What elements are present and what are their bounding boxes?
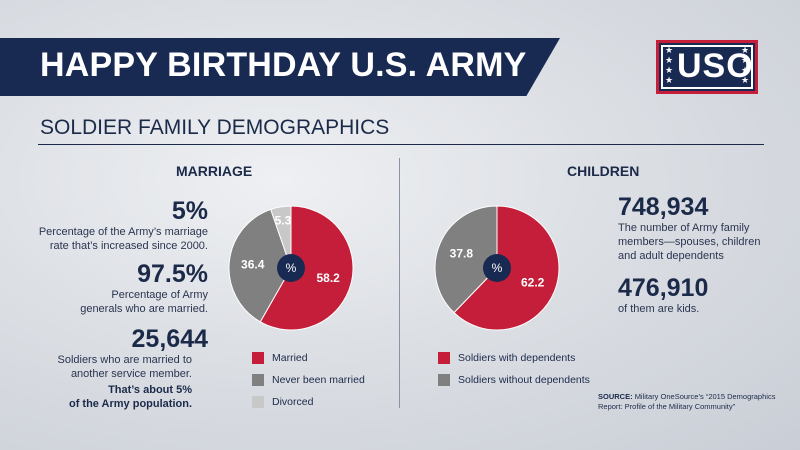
stat-description: Percentage of the Army’s marriage rate t… xyxy=(20,225,208,253)
legend-label: Soldiers with dependents xyxy=(458,352,576,364)
legend-swatch xyxy=(252,352,264,364)
stat-line: of the Army population. xyxy=(68,398,192,410)
stat-line: Percentage of Army xyxy=(111,289,208,301)
legend-swatch xyxy=(438,352,450,364)
pie-slice xyxy=(270,205,292,269)
stat-line: The number of Army family xyxy=(618,222,750,234)
source-note: SOURCE: Military OneSource’s “2015 Demog… xyxy=(598,392,778,412)
stat-line: another service member. xyxy=(70,368,192,380)
stat-value: 748,934 xyxy=(618,193,709,221)
section-divider xyxy=(38,144,764,145)
children-pie-chart: 62.2 37.8% xyxy=(434,205,560,331)
slice-value-label: 58.2 xyxy=(316,271,340,285)
marriage-pie-chart: 58.2 36.4 5.3% xyxy=(228,205,354,331)
pie-slice xyxy=(228,208,292,323)
stat-description: The number of Army family members—spouse… xyxy=(618,221,778,263)
slice-value-label: 62.2 xyxy=(521,275,545,289)
stat-emphasis: That’s about 5% of the Army population. xyxy=(20,383,192,411)
stat-description: of them are kids. xyxy=(618,302,778,316)
uso-logo: ★ ★ ★ ★ ★ ★ ★ ★ USO xyxy=(656,40,758,94)
legend-label: Divorced xyxy=(272,396,314,408)
logo-text: USO xyxy=(677,47,754,85)
stat-line: members—spouses, children xyxy=(618,236,761,248)
stat-line: Soldiers who are married to xyxy=(57,354,192,366)
legend-label: Never been married xyxy=(272,374,365,386)
marriage-heading: MARRIAGE xyxy=(176,163,253,179)
section-title: SOLDIER FAMILY DEMOGRAPHICS xyxy=(40,116,390,139)
slice-value-label: 36.4 xyxy=(241,257,265,271)
stat-value: 5% xyxy=(171,197,208,225)
stat-line: generals who are married. xyxy=(80,303,208,315)
stat-line: Percentage of the Army’s marriage xyxy=(38,226,208,238)
legend-swatch xyxy=(252,396,264,408)
stat-description: Percentage of Army generals who are marr… xyxy=(20,288,208,316)
stat-line: and adult dependents xyxy=(618,250,724,262)
legend-label: Soldiers without dependents xyxy=(458,374,590,386)
stat-line: That’s about 5% xyxy=(108,384,192,396)
pie-slice xyxy=(259,205,354,331)
legend-swatch xyxy=(252,374,264,386)
children-heading: CHILDREN xyxy=(567,163,640,179)
stat-line: rate that’s increased since 2000. xyxy=(49,240,208,252)
column-divider xyxy=(399,158,400,408)
title-banner xyxy=(0,38,560,96)
center-label: % xyxy=(492,261,503,275)
page-title: HAPPY BIRTHDAY U.S. ARMY xyxy=(40,46,527,84)
star-icon: ★ ★ ★ ★ xyxy=(664,46,674,86)
source-label: SOURCE: xyxy=(598,392,633,401)
legend-label: Married xyxy=(272,352,308,364)
pie-slice xyxy=(434,205,498,314)
stat-value: 97.5% xyxy=(137,260,208,288)
legend-swatch xyxy=(438,374,450,386)
stat-line: of them are kids. xyxy=(618,303,700,315)
source-text: Military OneSource’s “2015 Demographics … xyxy=(598,392,776,411)
center-badge xyxy=(277,254,305,282)
stat-value: 25,644 xyxy=(131,325,208,353)
slice-value-label: 5.3 xyxy=(275,213,292,227)
slice-value-label: 37.8 xyxy=(450,247,474,261)
stat-description: Soldiers who are married to another serv… xyxy=(20,353,192,381)
center-label: % xyxy=(286,261,297,275)
center-badge xyxy=(483,254,511,282)
stat-value: 476,910 xyxy=(618,274,709,302)
logo-border xyxy=(661,45,753,89)
star-icon: ★ ★ ★ ★ xyxy=(740,46,750,86)
